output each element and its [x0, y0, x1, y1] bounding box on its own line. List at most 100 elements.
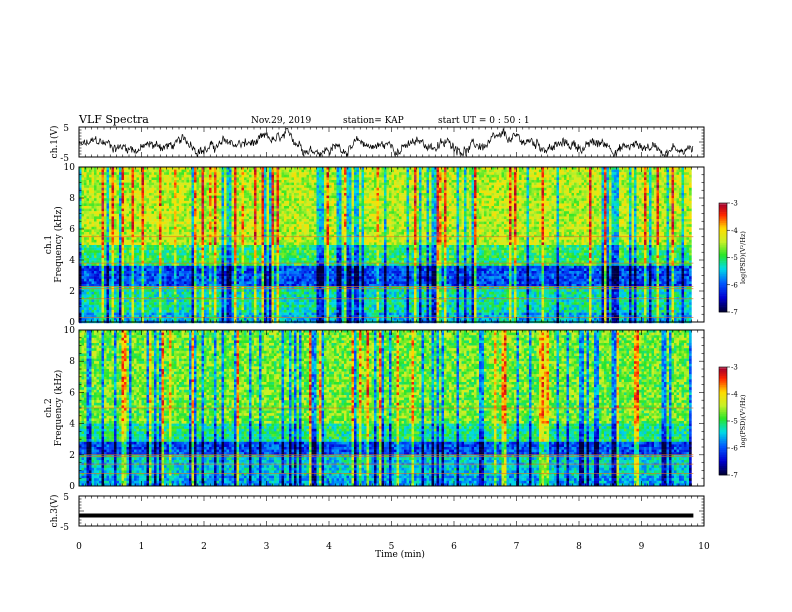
colorbar-cell — [719, 470, 727, 472]
colorbar-cell — [719, 448, 727, 450]
colorbar-cell — [719, 425, 727, 427]
colorbar-cell — [719, 277, 727, 279]
colorbar-cell — [719, 426, 727, 428]
colorbar-cell — [719, 270, 727, 272]
x-tick-label: 0 — [76, 542, 82, 552]
colorbar-cell — [719, 419, 727, 421]
colorbar-cell — [719, 435, 727, 437]
colorbar-tick-label: -3 — [731, 364, 738, 372]
colorbar-tick-label: -4 — [731, 227, 738, 235]
colorbar-tick-label: -6 — [731, 445, 738, 453]
colorbar-cell — [719, 396, 727, 398]
vlf-figure: VLF Spectra Nov.29, 2019 station= KAP st… — [0, 0, 792, 612]
colorbar-cell — [719, 416, 727, 418]
colorbar-cell — [719, 385, 727, 387]
colorbar-cell — [719, 272, 727, 274]
y-tick-label: 8 — [69, 194, 75, 204]
colorbar-cell — [719, 468, 727, 470]
colorbar-cell — [719, 248, 727, 250]
colorbar-cell — [719, 428, 727, 430]
colorbar-cell — [719, 281, 727, 283]
x-axis-label: Time (min) — [375, 549, 425, 560]
colorbar-cell — [719, 455, 727, 457]
ch1-waveform-panel: 5-5ch.1(V) — [49, 124, 704, 164]
y-tick-label: 6 — [69, 225, 75, 235]
colorbar-cell — [719, 225, 727, 227]
colorbar-cell — [719, 250, 727, 252]
colorbar-cell — [719, 303, 727, 305]
y-tick-label: 5 — [63, 493, 69, 503]
colorbar-cell — [719, 247, 727, 249]
y-tick-label: -5 — [60, 523, 69, 533]
colorbar-cell — [719, 421, 727, 423]
colorbar-cell — [719, 462, 727, 464]
x-tick-label: 10 — [698, 542, 710, 552]
colorbar-cell — [719, 230, 727, 232]
spectrogram-cells — [79, 167, 692, 323]
colorbar-cell — [719, 378, 727, 380]
colorbar-cell — [719, 376, 727, 378]
ch1-waveform-line — [79, 129, 693, 157]
x-tick-label: 6 — [451, 542, 457, 552]
y-tick-label: 10 — [64, 163, 76, 173]
colorbar-cell — [719, 228, 727, 230]
colorbar-cell — [719, 399, 727, 401]
colorbar-cell — [719, 276, 727, 278]
colorbar-cell — [719, 307, 727, 309]
station-label: station= KAP — [343, 116, 404, 126]
colorbar-cell — [719, 218, 727, 220]
colorbar-cell — [719, 221, 727, 223]
colorbar-label: log(PSD)(V²/Hz) — [739, 394, 747, 447]
colorbar-cell — [719, 461, 727, 463]
y-tick-label: 8 — [69, 357, 75, 367]
colorbar-cell — [719, 443, 727, 445]
colorbar-cell — [719, 297, 727, 299]
colorbar-cell — [719, 214, 727, 216]
colorbar-cell — [719, 444, 727, 446]
colorbar-cell — [719, 392, 727, 394]
colorbar-cell — [719, 258, 727, 260]
colorbar-cell — [719, 401, 727, 403]
y-tick-label: 2 — [69, 451, 75, 461]
colorbar-cell — [719, 387, 727, 389]
panel-ylabel: ch.3(V) — [49, 495, 60, 528]
colorbar-cell — [719, 234, 727, 236]
date-label: Nov.29, 2019 — [251, 116, 312, 126]
colorbar-cell — [719, 219, 727, 221]
colorbar-cell — [719, 389, 727, 391]
colorbar-cell — [719, 367, 727, 369]
colorbar-cell — [719, 299, 727, 301]
colorbar-cell — [719, 268, 727, 270]
ch3-waveform-panel: 5 -5ch.3(V) — [49, 493, 704, 533]
colorbar-cell — [719, 437, 727, 439]
colorbar-cell — [719, 405, 727, 407]
colorbar-cell — [719, 403, 727, 405]
colorbar-cell — [719, 459, 727, 461]
colorbar-cell — [719, 446, 727, 448]
colorbar-cell — [719, 265, 727, 267]
y-tick-label: 2 — [69, 287, 75, 297]
colorbar-cell — [719, 227, 727, 229]
colorbar-cell — [719, 274, 727, 276]
x-tick-label: 3 — [264, 542, 270, 552]
start-time-label: start UT = 0 : 50 : 1 — [438, 116, 530, 126]
colorbar-cell — [719, 294, 727, 296]
colorbar-cell — [719, 414, 727, 416]
colorbar-tick-label: -3 — [731, 200, 738, 208]
colorbar-cell — [719, 252, 727, 254]
colorbar-cell — [719, 441, 727, 443]
x-tick-label: 1 — [139, 542, 145, 552]
colorbar-cell — [719, 434, 727, 436]
y-tick-label: 4 — [69, 420, 75, 430]
y-tick-label: 0 — [69, 482, 75, 492]
x-tick-label: 4 — [326, 542, 332, 552]
colorbar-cell — [719, 261, 727, 263]
colorbar-cell — [719, 241, 727, 243]
colorbar-cell — [719, 236, 727, 238]
colorbar-cell — [719, 285, 727, 287]
colorbar-cell — [719, 207, 727, 209]
colorbar-cell — [719, 243, 727, 245]
y-tick-label: 5 — [63, 124, 69, 134]
